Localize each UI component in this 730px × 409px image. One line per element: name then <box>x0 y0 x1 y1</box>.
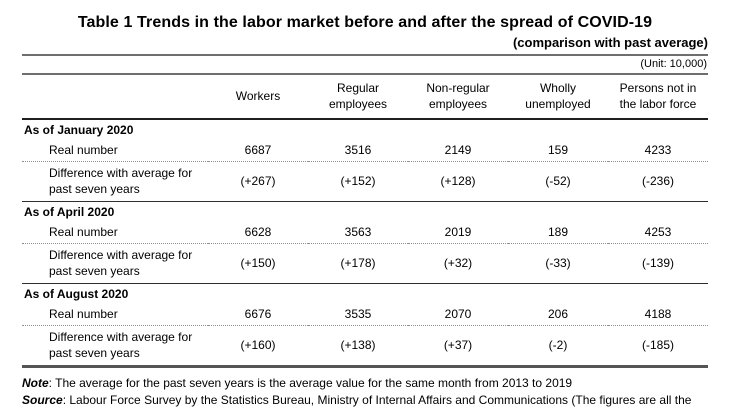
row-label: Real number <box>49 225 118 239</box>
row-label-header <box>22 74 208 120</box>
cell-value: (-185) <box>608 325 708 367</box>
cell-value: 4233 <box>644 143 672 157</box>
cell-value: (-33) <box>508 243 608 284</box>
cell-value: 2070 <box>444 307 472 321</box>
cell-value: 6687 <box>244 143 272 157</box>
column-header-workers: Workers <box>208 74 308 120</box>
cell-value: 4188 <box>644 307 672 321</box>
cell-value: (+138) <box>308 325 408 367</box>
group-row-january-2020: As of January 2020 <box>22 119 708 140</box>
row-label: Difference with average for past seven y… <box>22 161 208 202</box>
cell-value: (-2) <box>508 325 608 367</box>
unit-label: (Unit: 10,000) <box>640 58 707 70</box>
note-line: Note: The average for the past seven yea… <box>22 375 708 392</box>
note-label: Note <box>22 376 49 390</box>
group-row-april-2020: As of April 2020 <box>22 201 708 222</box>
column-header-persons-not-in-labor-force: Persons not in the labor force <box>608 74 708 120</box>
cell-value: 4253 <box>644 225 672 239</box>
cell-value: 159 <box>547 143 569 157</box>
note-text: : The average for the past seven years i… <box>48 376 573 390</box>
footnotes: Note: The average for the past seven yea… <box>22 375 708 409</box>
cell-value: 6676 <box>244 307 272 321</box>
row-label: Real number <box>49 307 118 321</box>
table-row-difference-august: Difference with average for past seven y… <box>22 325 708 367</box>
cell-value: 2149 <box>444 143 472 157</box>
header-row: Workers Regular employees Non-regular em… <box>22 74 708 120</box>
subtitle: (comparison with past average) <box>512 35 708 50</box>
page-title: Table 1 Trends in the labor market befor… <box>77 14 653 31</box>
cell-value: (+128) <box>408 161 508 202</box>
cell-value: (+150) <box>208 243 308 284</box>
cell-value: 2019 <box>444 225 472 239</box>
cell-value: (-236) <box>608 161 708 202</box>
cell-value: (-52) <box>508 161 608 202</box>
cell-value: (+37) <box>408 325 508 367</box>
table-row-real-number-january: Real number 6687 3516 2149 159 4233 <box>22 140 708 162</box>
table-row-real-number-april: Real number 6628 3563 2019 189 4253 <box>22 222 708 244</box>
cell-value: 206 <box>547 307 569 321</box>
cell-value: 3535 <box>344 307 372 321</box>
column-header-regular-employees: Regular employees <box>308 74 408 120</box>
row-label: Real number <box>49 143 118 157</box>
cell-value: (+267) <box>208 161 308 202</box>
cell-value: 189 <box>547 225 569 239</box>
cell-value: 3516 <box>344 143 372 157</box>
group-label: As of April 2020 <box>22 201 708 222</box>
table-row-real-number-august: Real number 6676 3535 2070 206 4188 <box>22 304 708 326</box>
source-label: Source <box>22 393 63 407</box>
cell-value: (+32) <box>408 243 508 284</box>
table-row-difference-january: Difference with average for past seven y… <box>22 161 708 202</box>
cell-value: (-139) <box>608 243 708 284</box>
cell-value: 3563 <box>344 225 372 239</box>
cell-value: (+178) <box>308 243 408 284</box>
source-line: Source: Labour Force Survey by the Stati… <box>22 392 708 409</box>
table-row-difference-april: Difference with average for past seven y… <box>22 243 708 284</box>
cell-value: (+160) <box>208 325 308 367</box>
column-header-non-regular-employees: Non-regular employees <box>408 74 508 120</box>
group-label: As of January 2020 <box>24 123 134 137</box>
column-header-wholly-unemployed: Wholly unemployed <box>508 74 608 120</box>
cell-value: 6628 <box>244 225 272 239</box>
group-label: As of August 2020 <box>22 283 708 304</box>
cell-value: (+152) <box>308 161 408 202</box>
row-label: Difference with average for past seven y… <box>22 325 208 367</box>
source-text: : Labour Force Survey by the Statistics … <box>62 393 692 407</box>
row-label: Difference with average for past seven y… <box>22 243 208 284</box>
top-divider <box>22 54 708 56</box>
labor-market-table: Workers Regular employees Non-regular em… <box>22 73 708 368</box>
group-row-august-2020: As of August 2020 <box>22 283 708 304</box>
